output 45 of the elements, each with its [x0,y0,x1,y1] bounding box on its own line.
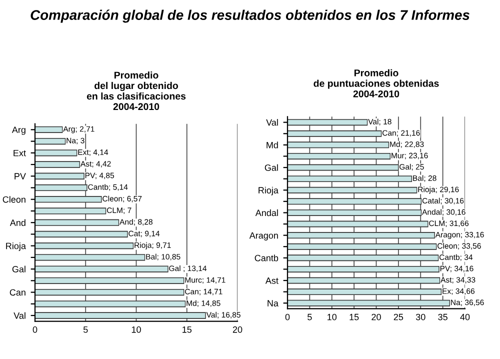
text: Comparación global de los resultados obtenidos en los 7 Informes [30,10,470,23]
y-tick-label: Cantb [254,254,278,262]
bar [35,184,88,192]
x-tick-label: 40 [460,314,470,320]
x-tick-label: 0 [32,326,38,333]
bar [35,172,85,180]
y-tick-label: Cleon [2,196,26,203]
x-tick-label: 10 [132,326,141,333]
chart-title: Promedio del lugar obtenido en las clasificaciones 2004-2010 [86,71,186,110]
x-tick-label: 35 [438,314,448,320]
x-tick-label: 15 [350,314,359,320]
bar [35,254,146,261]
y-tick-label: Rioja [258,186,278,196]
x-tick-label: 20 [232,326,242,333]
y-tick-label: Md [266,142,278,148]
y-tick-label: Arg [12,126,26,135]
y-tick-label: Na [268,300,278,306]
x-tick-label: 30 [416,314,426,320]
bar [35,219,120,226]
x-tick-label: 5 [83,326,88,333]
y-tick-label: Aragon [249,232,278,240]
bar [288,209,422,216]
y-tick-label: Ext [14,150,26,156]
y-tick-label: Ast [265,278,278,284]
y-tick-label: Gal [12,266,26,272]
y-tick-label: Can [10,289,26,296]
y-tick-label: PV [14,173,26,180]
chart-title: Promedio de puntuaciones obtenidas 2004-2010 [314,69,439,98]
x-tick-label: 10 [328,314,337,320]
bar [288,130,382,137]
y-tick-label: Gal [264,164,278,171]
y-tick-label: Andal [255,209,278,216]
x-tick-label: 20 [372,314,381,320]
x-tick-label: 25 [394,314,404,320]
bar [288,198,422,205]
y-tick-label: Val [14,312,26,319]
y-tick-label: And [10,219,26,226]
bar [35,208,106,214]
bar [35,138,66,145]
x-tick-label: 5 [308,314,312,320]
y-tick-label: Val [266,119,278,126]
y-tick-label: Rioja [6,242,26,251]
bar [35,300,186,308]
x-tick-label: 15 [182,326,192,333]
x-tick-label: 0 [285,314,290,320]
